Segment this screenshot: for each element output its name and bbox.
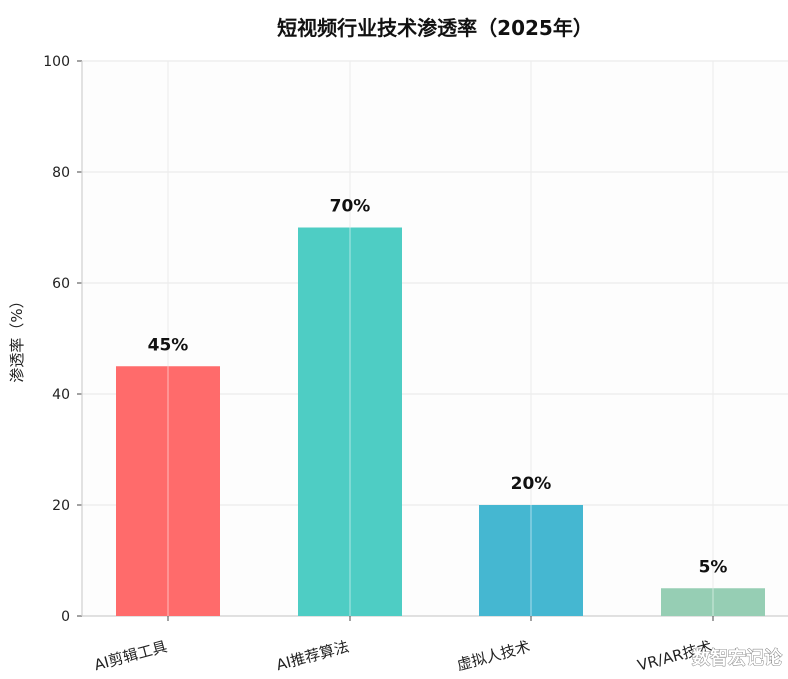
value-label: 5% (699, 557, 728, 577)
y-axis-label: 渗透率（%） (8, 293, 26, 382)
y-tick-label: 60 (52, 276, 70, 292)
value-label: 20% (511, 474, 552, 494)
watermark-text: 数智宏记论 (692, 647, 783, 669)
value-label: 45% (148, 335, 189, 355)
y-tick-label: 20 (52, 498, 70, 514)
bars-layer (116, 227, 765, 616)
y-tick-label: 40 (52, 387, 70, 403)
y-tick-label: 100 (43, 54, 70, 70)
x-tick-label: AI剪辑工具 (92, 637, 169, 674)
x-tick-label: AI推荐算法 (274, 637, 351, 674)
y-tick-label: 80 (52, 165, 70, 181)
chart-title: 短视频行业技术渗透率（2025年） (277, 16, 593, 40)
x-tick-label: 虚拟人技术 (455, 637, 532, 674)
y-tick-label: 0 (61, 609, 70, 625)
value-label: 70% (330, 197, 371, 217)
